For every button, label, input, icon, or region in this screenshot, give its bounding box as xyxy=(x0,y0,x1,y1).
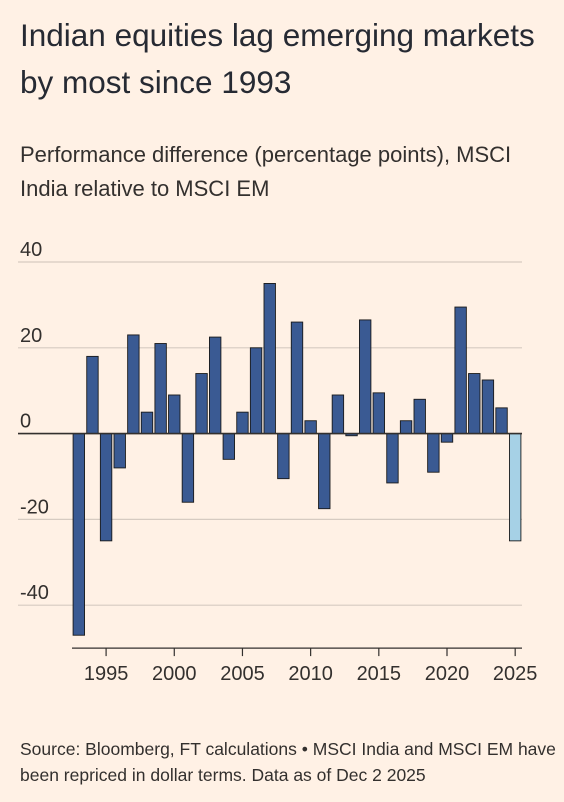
bar-2019 xyxy=(427,433,440,473)
bar-2004 xyxy=(222,433,235,460)
x-tick-label: 2020 xyxy=(425,663,470,685)
bar-2002 xyxy=(195,373,208,435)
bar-2000 xyxy=(168,394,181,435)
bar-2001 xyxy=(181,433,195,503)
y-tick-label: -20 xyxy=(20,496,49,518)
bar-2023 xyxy=(481,379,495,435)
y-tick-label: 20 xyxy=(20,325,42,347)
bar-2003 xyxy=(208,336,222,435)
bar-1994 xyxy=(86,355,99,435)
bar-2009 xyxy=(290,321,304,435)
x-tick-label: 2005 xyxy=(220,663,265,685)
bars xyxy=(72,283,522,636)
x-axis xyxy=(18,432,522,657)
y-tick-label: 40 xyxy=(20,240,42,261)
bar-2005 xyxy=(236,411,249,435)
chart-title: Indian equities lag emerging markets by … xyxy=(20,17,535,100)
bar-2025 xyxy=(509,433,522,542)
bar-1996 xyxy=(113,433,126,469)
bar-2021 xyxy=(454,306,467,435)
bar-2016 xyxy=(386,433,399,484)
bar-2012 xyxy=(331,394,345,435)
bar-2017 xyxy=(399,420,413,435)
bar-1998 xyxy=(140,411,154,435)
y-tick-label: -40 xyxy=(20,582,49,604)
x-tick-label: 2015 xyxy=(357,663,402,685)
bar-2024 xyxy=(495,407,508,435)
bar-2014 xyxy=(359,319,372,435)
chart-subtitle: Performance difference (percentage point… xyxy=(20,142,512,201)
bar-1993 xyxy=(72,433,85,636)
bar-2007 xyxy=(263,283,276,435)
x-tick-label: 2025 xyxy=(493,663,538,685)
bar-chart: 40 20 0 -20 -40 1995 2000 2005 2010 2015 2020 2025 xyxy=(18,240,537,685)
y-tick-label: 0 xyxy=(20,411,31,433)
x-tick-label: 2000 xyxy=(152,663,197,685)
bar-2018 xyxy=(413,398,426,435)
bar-1999 xyxy=(154,343,167,435)
x-tick-label: 1995 xyxy=(84,663,129,685)
tick-labels: 40 20 0 -20 -40 1995 2000 2005 2010 2015 2020 2025 xyxy=(20,240,537,685)
bar-2008 xyxy=(277,433,290,480)
bar-2020 xyxy=(440,433,454,443)
bar-2010 xyxy=(304,420,317,435)
x-tick-label: 2010 xyxy=(288,663,333,685)
bar-1995 xyxy=(99,433,113,542)
bar-2015 xyxy=(372,392,385,435)
bar-1997 xyxy=(127,334,140,435)
bar-2006 xyxy=(249,347,263,435)
bar-2022 xyxy=(468,373,481,435)
source-note: Source: Bloomberg, FT calculations • MSC… xyxy=(20,739,556,785)
bar-2011 xyxy=(318,433,331,510)
